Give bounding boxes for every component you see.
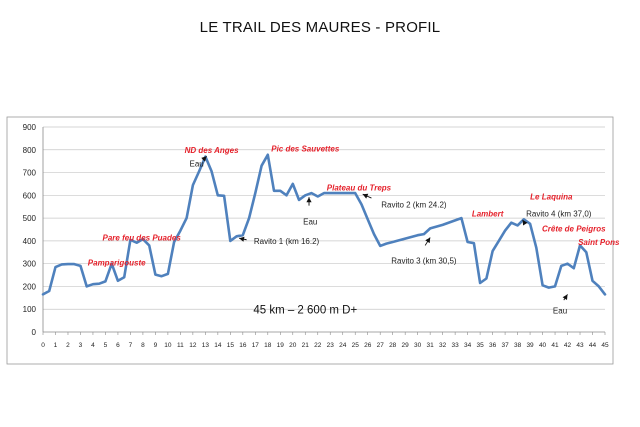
x-tick-label: 13 [202,342,210,349]
series-layer [41,153,607,296]
x-tick-label: 44 [589,342,597,349]
annotation-label: Ravito 2 (km 24.2) [381,200,447,209]
x-tick-label: 42 [564,342,572,349]
chart-border [6,116,614,365]
x-tick-label: 21 [302,342,310,349]
x-tick-label: 30 [414,342,422,349]
x-tick-label: 15 [227,342,235,349]
x-tick-label: 43 [576,342,584,349]
y-tick-label: 200 [23,282,37,291]
x-tick-label: 38 [514,342,522,349]
annotation-arrow [562,294,568,301]
annotation-arrow [238,236,247,242]
y-tick-label: 500 [23,214,37,223]
arrow-head [425,237,431,244]
annotation-label: 45 km – 2 600 m D+ [253,304,357,316]
x-tick-label: 12 [189,342,197,349]
annotation-label: Pamparigouste [88,259,146,268]
x-tick-label: 0 [41,342,45,349]
arrow-head [201,156,207,162]
y-tick-label: 700 [23,169,37,178]
x-tick-label: 41 [551,342,559,349]
annotation-arrow [201,155,207,162]
annotation-label: Ravito 4 (km 37,0) [526,210,592,219]
x-tick-label: 8 [141,342,145,349]
x-tick-label: 4 [91,342,95,349]
y-tick-label: 100 [23,305,37,314]
annotation-arrow [424,237,431,246]
x-tick-label: 1 [54,342,58,349]
x-tick-label: 22 [314,342,322,349]
arrow-head [522,219,528,226]
y-tick-label: 0 [32,328,37,337]
x-tick-label: 18 [264,342,272,349]
page-title: LE TRAIL DES MAURES - PROFIL [199,19,441,36]
elevation-line [41,153,607,296]
annotation-label: Eau [553,306,567,315]
x-tick-label: 23 [327,342,335,349]
annotation-label: Pare feu des Puades [103,233,182,242]
annotation-label: Crête de Peigros [542,224,606,233]
annotation-label: Ravito 3 (km 30,5) [391,256,457,265]
annotation-label: Plateau du Treps [327,183,392,192]
arrow-head [239,236,245,242]
x-tick-label: 29 [402,342,410,349]
x-tick-label: 26 [364,342,372,349]
grid-lines [43,126,605,310]
x-tick-label: 20 [289,342,297,349]
y-tick-label: 400 [23,237,37,246]
x-tick-label: 24 [339,342,347,349]
y-tick-label: 600 [23,191,37,200]
y-tick-label: 900 [23,123,37,132]
x-tick-label: 27 [377,342,385,349]
arrow-head [306,197,312,203]
x-tick-label: 6 [116,342,120,349]
annotation-arrow [522,219,528,226]
x-tick-label: 2 [66,342,70,349]
annotation-arrow [306,197,312,206]
x-tick-label: 35 [476,342,484,349]
x-tick-label: 7 [129,342,133,349]
x-tick-label: 11 [177,342,184,349]
x-tick-label: 45 [601,342,609,349]
x-tick-label: 5 [104,342,108,349]
arrow-head [362,193,369,199]
annotation-label: Lambert [472,210,504,219]
y-tick-label: 800 [23,146,37,155]
annotation-label: Eau [189,159,203,168]
x-tick-label: 40 [539,342,547,349]
x-tick-label: 19 [277,342,285,349]
y-tick-label: 300 [23,260,37,269]
x-tick-label: 28 [389,342,397,349]
arrow-head [562,294,568,300]
x-tick-label: 37 [501,342,509,349]
annotation-label: Eau [303,218,317,227]
x-tick-label: 34 [464,342,472,349]
x-tick-label: 9 [154,342,158,349]
x-tick-label: 39 [526,342,534,349]
x-tick-label: 25 [352,342,360,349]
annotation-label: Le Laquina [530,192,573,201]
annotation-arrow [362,193,372,199]
x-tick-label: 14 [214,342,222,349]
x-tick-label: 31 [427,342,435,349]
annotation-label: Saint Pons [578,238,620,247]
annotation-arrows [201,155,568,301]
x-tick-label: 36 [489,342,497,349]
x-tick-label: 10 [164,342,172,349]
x-tick-label: 32 [439,342,447,349]
x-tick-label: 17 [252,342,260,349]
x-tick-label: 16 [239,342,247,349]
annotation-label: Pic des Sauvettes [271,145,340,154]
x-tick-label: 3 [79,342,83,349]
annotation-label: Ravito 1 (km 16.2) [254,237,320,246]
annotations: ND des Anges Pic des Sauvettes Eau Plateau … [88,145,620,317]
x-tick-label: 33 [452,342,460,349]
annotation-label: ND des Anges [185,146,239,155]
